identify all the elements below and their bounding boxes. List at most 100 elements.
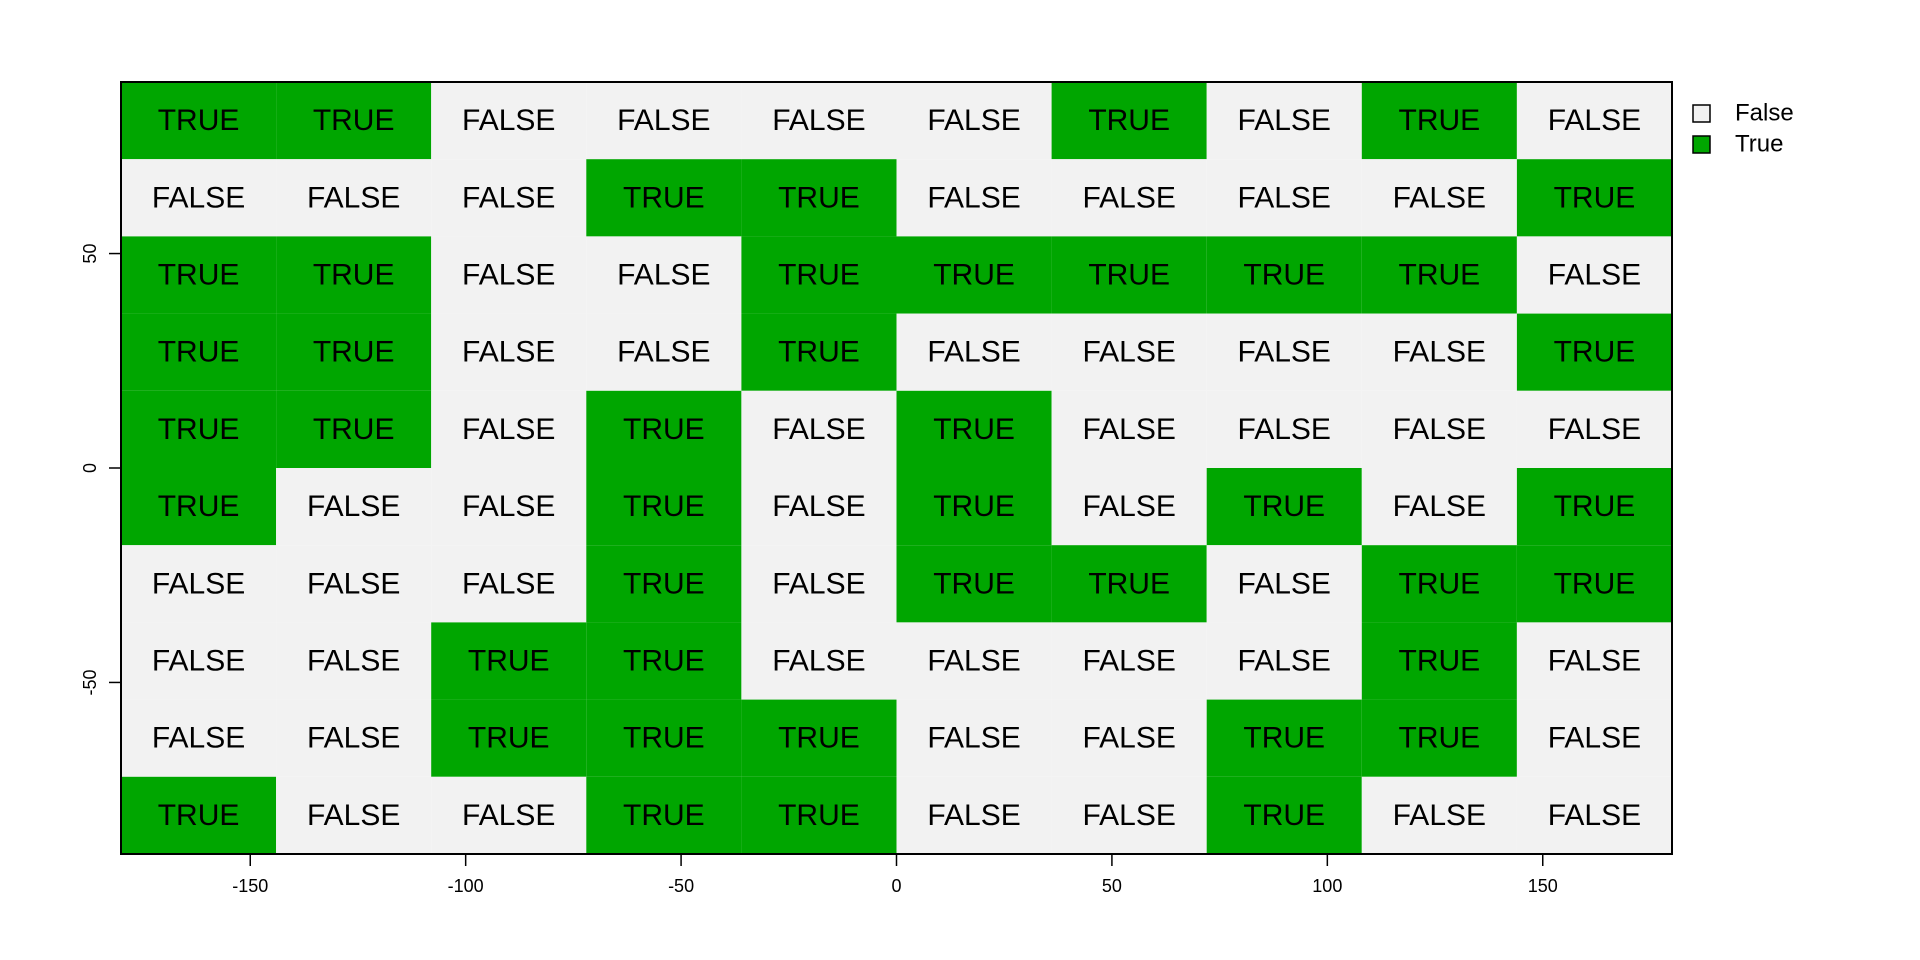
cell-value-label: FALSE — [462, 336, 555, 369]
cell-value-label: TRUE — [623, 490, 705, 523]
cell-value-label: FALSE — [462, 490, 555, 523]
cell-value-label: FALSE — [1082, 722, 1175, 755]
cell-value-label: FALSE — [307, 645, 400, 678]
cell-value-label: TRUE — [158, 413, 240, 446]
raster-cell — [1516, 313, 1672, 391]
raster-cell — [1206, 390, 1362, 468]
raster-cell — [1516, 390, 1672, 468]
raster-cell — [896, 545, 1052, 623]
cell-value-label: TRUE — [778, 722, 860, 755]
cell-value-label: FALSE — [927, 722, 1020, 755]
cell-value-label: TRUE — [1088, 567, 1170, 600]
cell-value-label: TRUE — [1243, 799, 1325, 832]
raster-cell — [1206, 159, 1362, 237]
raster-cell — [1206, 699, 1362, 777]
raster-cell — [741, 776, 897, 854]
x-axis: -150 -100 -50 0 50 100 150 — [232, 854, 1558, 896]
cell-value-label: FALSE — [1082, 413, 1175, 446]
raster-cell — [1206, 468, 1362, 546]
raster-cell — [1051, 622, 1207, 700]
raster-cell — [586, 313, 742, 391]
cell-value-label: FALSE — [462, 181, 555, 214]
cell-value-label: FALSE — [617, 259, 710, 292]
cell-value-label: TRUE — [313, 104, 395, 137]
raster-cell — [431, 82, 587, 160]
x-tick-label: 50 — [1102, 876, 1122, 896]
y-tick-label: 50 — [80, 244, 100, 264]
cell-value-label: FALSE — [772, 104, 865, 137]
raster-cell — [1051, 390, 1207, 468]
raster-cell — [586, 82, 742, 160]
cell-value-label: FALSE — [1082, 645, 1175, 678]
raster-cell — [276, 390, 432, 468]
raster-cell — [1051, 468, 1207, 546]
cell-value-label: FALSE — [1548, 104, 1641, 137]
cell-value-label: TRUE — [158, 336, 240, 369]
raster-cell — [586, 776, 742, 854]
raster-cell — [1051, 236, 1207, 314]
cell-value-label: FALSE — [927, 104, 1020, 137]
cell-value-label: FALSE — [307, 722, 400, 755]
raster-cell — [896, 468, 1052, 546]
cell-value-label: TRUE — [933, 567, 1015, 600]
raster-cell — [896, 390, 1052, 468]
raster-cell — [431, 776, 587, 854]
legend-label: True — [1735, 131, 1783, 158]
raster-cell — [276, 313, 432, 391]
raster-cell — [1361, 236, 1517, 314]
raster-cell — [1516, 236, 1672, 314]
y-tick-label: 0 — [80, 463, 100, 473]
cell-value-label: TRUE — [1243, 722, 1325, 755]
cell-value-label: FALSE — [772, 490, 865, 523]
cell-value-label: FALSE — [1082, 336, 1175, 369]
cell-value-label: FALSE — [462, 799, 555, 832]
cell-value-label: TRUE — [158, 259, 240, 292]
cell-value-label: FALSE — [1238, 413, 1331, 446]
cell-value-label: TRUE — [1088, 104, 1170, 137]
raster-cell — [1516, 468, 1672, 546]
cell-value-label: FALSE — [1238, 181, 1331, 214]
raster-cell — [1051, 313, 1207, 391]
cell-value-label: TRUE — [1399, 104, 1481, 137]
raster-cell — [741, 236, 897, 314]
cell-value-label: FALSE — [1548, 799, 1641, 832]
raster-cell — [431, 390, 587, 468]
cell-value-label: FALSE — [1548, 259, 1641, 292]
raster-cell — [121, 82, 277, 160]
cell-value-label: TRUE — [1554, 181, 1636, 214]
cell-value-label: FALSE — [462, 413, 555, 446]
raster-cell — [741, 390, 897, 468]
raster-cells — [121, 82, 1672, 854]
cell-value-label: TRUE — [623, 722, 705, 755]
cell-value-label: TRUE — [1088, 259, 1170, 292]
legend-swatch — [1692, 135, 1711, 154]
raster-cell — [586, 159, 742, 237]
cell-value-label: FALSE — [462, 104, 555, 137]
cell-value-label: TRUE — [623, 567, 705, 600]
raster-cell — [1361, 545, 1517, 623]
raster-cell — [896, 313, 1052, 391]
raster-cell — [586, 545, 742, 623]
cell-value-label: FALSE — [617, 336, 710, 369]
cell-value-label: TRUE — [1399, 645, 1481, 678]
cell-value-label: FALSE — [927, 799, 1020, 832]
cell-value-label: FALSE — [462, 259, 555, 292]
raster-cell — [741, 468, 897, 546]
raster-cell — [276, 699, 432, 777]
cell-value-label: TRUE — [1399, 567, 1481, 600]
cell-value-label: FALSE — [152, 645, 245, 678]
raster-cell — [896, 699, 1052, 777]
raster-cell — [431, 159, 587, 237]
raster-cell — [1516, 776, 1672, 854]
raster-cell — [1051, 699, 1207, 777]
raster-cell — [121, 776, 277, 854]
raster-cell — [276, 622, 432, 700]
cell-value-label: FALSE — [1548, 645, 1641, 678]
cell-value-label: TRUE — [1554, 336, 1636, 369]
raster-cell — [1516, 82, 1672, 160]
x-tick-label: -50 — [668, 876, 694, 896]
cell-value-label: FALSE — [1238, 645, 1331, 678]
raster-cell — [741, 622, 897, 700]
raster-cell — [586, 622, 742, 700]
cell-value-label: FALSE — [462, 567, 555, 600]
